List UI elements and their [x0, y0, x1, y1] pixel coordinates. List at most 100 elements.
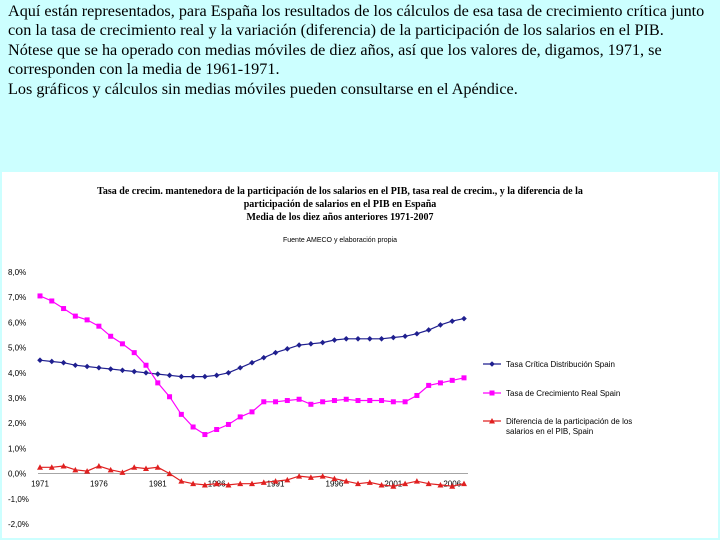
data-point [37, 464, 43, 470]
data-point [202, 373, 208, 380]
data-point [426, 382, 432, 388]
data-point [178, 411, 184, 417]
data-point [367, 398, 373, 404]
data-point [237, 480, 244, 487]
chart-title-line-1: Tasa de crecim. mantenedora de la partic… [97, 186, 583, 197]
series-line [39, 318, 465, 378]
data-point [437, 481, 444, 488]
data-point [437, 322, 444, 328]
data-point [461, 375, 467, 381]
data-point [331, 398, 337, 404]
line-chart: Tasa de crecim. mantenedora de la partic… [8, 186, 632, 529]
data-point [296, 396, 302, 402]
x-tick-label: 1976 [90, 480, 108, 489]
data-point [60, 359, 67, 366]
legend-label: salarios en el PIB, Spain [506, 427, 593, 436]
y-tick-label: 6,0% [8, 318, 26, 327]
y-tick-label: 7,0% [8, 293, 26, 302]
data-point [108, 333, 114, 339]
data-point [60, 463, 67, 469]
data-point [154, 464, 161, 470]
data-point [95, 463, 102, 469]
series-1 [37, 315, 467, 380]
data-point [461, 480, 467, 487]
data-point [143, 370, 149, 376]
data-point [249, 480, 255, 487]
legend-item: Tasa de Crecimiento Real Spain [483, 389, 620, 398]
data-point [225, 370, 232, 376]
data-point [366, 335, 373, 342]
data-point [37, 357, 43, 363]
data-point [402, 333, 408, 340]
data-point [166, 470, 173, 477]
legend-label: Diferencia de la participación de los [506, 417, 632, 426]
data-point [319, 339, 326, 346]
data-point [331, 337, 338, 343]
series-layer [37, 293, 467, 489]
data-point [366, 479, 373, 485]
y-tick-label: -1,0% [8, 495, 29, 504]
data-point [319, 473, 326, 479]
legend-label: Tasa de Crecimiento Real Spain [506, 389, 620, 398]
data-point [355, 398, 361, 404]
data-point [272, 349, 279, 356]
data-point [343, 478, 350, 484]
data-point [213, 372, 220, 379]
y-tick-label: 3,0% [8, 394, 26, 403]
data-point [167, 394, 173, 400]
y-tick-label: 4,0% [8, 369, 26, 378]
y-tick-label: 8,0% [8, 268, 26, 277]
data-point [107, 466, 114, 473]
data-point [249, 359, 255, 366]
y-tick-label: -2,0% [8, 520, 29, 529]
data-point [237, 364, 244, 371]
intro-paragraph-2: Nótese que se ha operado con medias móvi… [8, 40, 662, 79]
data-point [190, 373, 196, 380]
data-point [390, 483, 397, 489]
data-point [261, 399, 267, 405]
data-point [131, 464, 138, 470]
data-point [225, 481, 232, 488]
legend-item: Diferencia de la participación de lossal… [483, 417, 632, 436]
intro-paragraph-1: Aquí están representados, para España lo… [8, 2, 705, 40]
data-point [343, 335, 350, 342]
data-point [355, 480, 361, 487]
data-point [425, 327, 432, 333]
data-point [166, 372, 173, 379]
data-point [96, 364, 102, 371]
data-point [272, 478, 279, 484]
data-point [178, 373, 185, 380]
data-point [48, 464, 55, 470]
data-point [214, 427, 220, 432]
data-point [260, 354, 267, 361]
data-point [296, 473, 303, 479]
intro-paragraph-3: Los gráficos y cálculos sin medias móvil… [8, 79, 518, 98]
data-point [461, 315, 467, 322]
legend-item: Tasa Crítica Distribución Spain [483, 360, 615, 369]
y-tick-label: 1,0% [8, 444, 26, 453]
data-point [84, 317, 90, 323]
data-point [402, 399, 408, 405]
series-3 [37, 463, 467, 489]
y-tick-label: 5,0% [8, 344, 26, 353]
data-point [273, 399, 279, 405]
data-point [84, 468, 91, 474]
data-point [48, 358, 55, 365]
data-point [284, 476, 291, 483]
data-point [107, 366, 114, 372]
data-point [119, 341, 125, 347]
data-point [131, 350, 137, 356]
series-2 [37, 293, 467, 438]
data-point [213, 480, 220, 487]
data-point [331, 475, 338, 482]
x-tick-label: 1981 [149, 480, 167, 489]
y-tick-label: 2,0% [8, 419, 26, 428]
chart-panel: Tasa de crecim. mantenedora de la partic… [2, 172, 718, 538]
legend-marker [489, 390, 495, 396]
data-point [143, 465, 149, 472]
legend-marker [489, 361, 495, 367]
data-point [131, 368, 138, 375]
x-tick-label: 1996 [326, 480, 344, 489]
data-point [202, 432, 208, 438]
data-point [72, 313, 78, 319]
